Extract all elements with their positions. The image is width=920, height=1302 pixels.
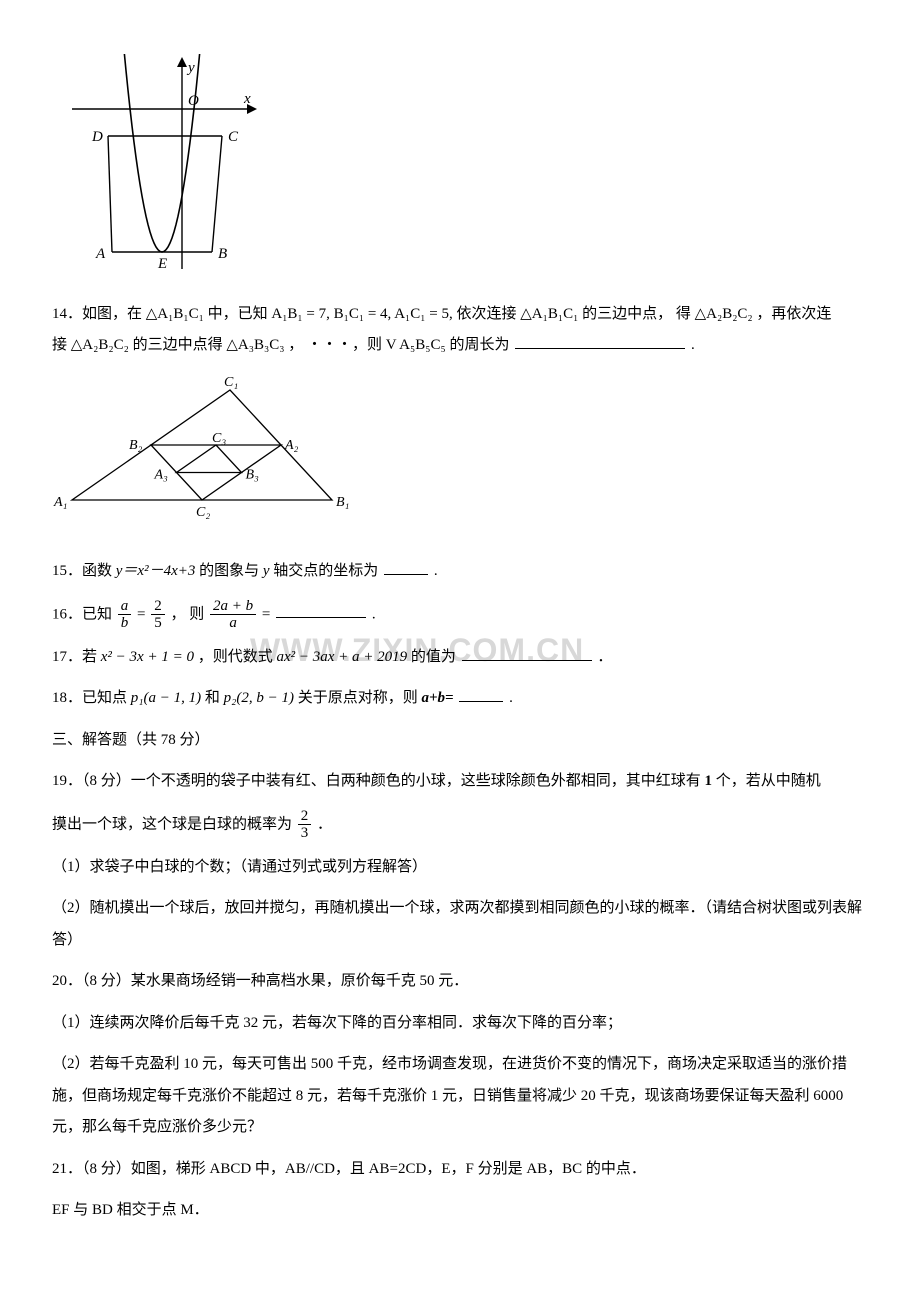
svg-text:C₁: C₁ xyxy=(224,375,238,390)
frac-den: a xyxy=(210,615,256,632)
q17-mid: ，则代数式 xyxy=(198,649,277,665)
q16-eq1: = xyxy=(137,606,145,622)
svg-text:A₃: A₃ xyxy=(154,467,169,482)
frac-num: 2 xyxy=(298,808,312,826)
q15-tail: 轴交点的坐标为 xyxy=(273,563,378,579)
svg-text:B: B xyxy=(218,246,227,262)
q15-expr: y＝x²－4x+3 xyxy=(116,563,196,579)
q19-one: 1 xyxy=(705,773,713,789)
q16-text: 16．已知 a b = 2 5 ， 则 2a + b a = . xyxy=(52,598,868,632)
q17-eq1: x² − 3x + 1 = 0 xyxy=(101,649,194,665)
svg-text:C₃: C₃ xyxy=(212,431,226,446)
q14-l2a: 接 xyxy=(52,337,67,353)
q17-period: ． xyxy=(597,649,612,665)
q21-l2: EF 与 BD 相交于点 M． xyxy=(52,1195,868,1227)
q19-l1: 19．（8 分）一个不透明的袋子中装有红、白两种颜色的小球，这些球除颜色外都相同… xyxy=(52,766,868,798)
q14-mid2: 依次连接 xyxy=(456,306,516,322)
q15-blank xyxy=(384,559,428,575)
q20-l1: 20．（8 分）某水果商场经销一种高档水果，原价每千克 50 元． xyxy=(52,966,868,998)
q14-tri2b: △A₂B₂C₂ xyxy=(71,337,129,353)
q19-l2: 摸出一个球，这个球是白球的概率为 2 3 ． xyxy=(52,808,868,842)
q19-p2: （2）随机摸出一个球后，放回并搅匀，再随机摸出一个球，求两次都摸到相同颜色的小球… xyxy=(52,893,868,956)
q16-frac3: 2a + b a xyxy=(210,598,256,632)
frac-den: 5 xyxy=(151,615,165,632)
q14-tri2: △A₂B₂C₂ xyxy=(695,306,753,322)
q20-p1: （1）连续两次降价后每千克 32 元，若每次下降的百分率相同．求每次下降的百分率… xyxy=(52,1008,868,1040)
q14-l2c: ， ・・・，则 xyxy=(288,337,382,353)
q20-p2: （2）若每千克盈利 10 元，每天可售出 500 千克，经市场调查发现，在进货价… xyxy=(52,1049,868,1144)
frac-den: b xyxy=(118,615,132,632)
svg-text:E: E xyxy=(157,256,167,272)
q14-tri1: △A₁B₁C₁ xyxy=(146,306,204,322)
svg-text:O: O xyxy=(188,93,199,109)
q19-l1b: 个，若从中随机 xyxy=(716,773,821,789)
q14-given: A₁B₁ = 7, B₁C₁ = 4, A₁C₁ = 5, xyxy=(271,306,452,322)
svg-text:A₁: A₁ xyxy=(53,495,67,510)
svg-text:x: x xyxy=(243,91,251,107)
svg-text:y: y xyxy=(186,60,195,76)
q16-eq2: = xyxy=(262,606,270,622)
q15-mid: 的图象与 xyxy=(199,563,263,579)
q14-period: . xyxy=(691,337,695,353)
q17-pre: 17．若 xyxy=(52,649,101,665)
q14-l2b: 的三边中点得 xyxy=(133,337,223,353)
svg-text:B₂: B₂ xyxy=(129,438,143,453)
q14-vtri: V A₅B₅C₅ xyxy=(386,337,446,353)
q17-blank xyxy=(462,645,592,661)
q18-period: . xyxy=(509,690,513,706)
q14-tri1b: △A₁B₁C₁ xyxy=(520,306,578,322)
svg-text:B₃: B₃ xyxy=(246,467,260,482)
q16-period: . xyxy=(372,606,376,622)
q19-p1: （1）求袋子中白球的个数；（请通过列式或列方程解答） xyxy=(52,852,868,884)
svg-text:A₂: A₂ xyxy=(284,438,299,453)
frac-den: 3 xyxy=(298,825,312,842)
frac-num: 2 xyxy=(151,598,165,616)
q18-mid: 关于原点对称，则 xyxy=(298,690,422,706)
q18-pre: 18．已知点 xyxy=(52,690,131,706)
q16-pre: 16．已知 xyxy=(52,606,112,622)
q16-mid: ， 则 xyxy=(170,606,204,622)
figure-parabola: y x O D C A E B xyxy=(52,54,868,285)
q18-text: 18．已知点 p₁(a − 1, 1) 和 p₂(2, b − 1) 关于原点对… xyxy=(52,683,868,715)
q14-text: 14．如图，在 △A₁B₁C₁ 中，已知 A₁B₁ = 7, B₁C₁ = 4,… xyxy=(52,299,868,362)
q15-text: 15．函数 y＝x²－4x+3 的图象与 y 轴交点的坐标为 . xyxy=(52,556,868,588)
q16-frac1: a b xyxy=(118,598,132,632)
svg-text:A: A xyxy=(95,246,106,262)
q16-blank xyxy=(276,602,366,618)
q15-yvar: y xyxy=(263,563,270,579)
q18-and: 和 xyxy=(205,690,224,706)
q18-p1: p₁(a − 1, 1) xyxy=(131,690,201,706)
q19-l2a: 摸出一个球，这个球是白球的概率为 xyxy=(52,816,292,832)
svg-text:B₁: B₁ xyxy=(336,495,349,510)
svg-text:C: C xyxy=(228,129,239,145)
q18-ab: a+b= xyxy=(421,690,453,706)
section3-heading: 三、解答题（共 78 分） xyxy=(52,725,868,757)
q14-mid4: ，再依次连 xyxy=(756,306,831,322)
figure-triangles: C₁ B₂ C₃ A₂ A₃ B₃ A₁ C₂ B₁ xyxy=(52,372,868,543)
q17-tail: 的值为 xyxy=(411,649,456,665)
q17-eq2: ax² − 3ax + a + 2019 xyxy=(276,649,407,665)
parabola-svg: y x O D C A E B xyxy=(52,54,262,274)
q18-p2: p₂(2, b − 1) xyxy=(224,690,294,706)
q14-tri3: △A₃B₃C₃ xyxy=(226,337,284,353)
frac-num: 2a + b xyxy=(210,598,256,616)
svg-text:D: D xyxy=(91,129,103,145)
q14-pre: 14．如图，在 xyxy=(52,306,142,322)
q14-mid3: 的三边中点， 得 xyxy=(582,306,691,322)
frac-num: a xyxy=(118,598,132,616)
q16-frac2: 2 5 xyxy=(151,598,165,632)
q14-l2d: 的周长为 xyxy=(449,337,509,353)
q21-l1: 21．（8 分）如图，梯形 ABCD 中，AB//CD，且 AB=2CD，E，F… xyxy=(52,1154,868,1186)
q18-blank xyxy=(459,686,503,702)
q15-period: . xyxy=(434,563,438,579)
triangles-svg: C₁ B₂ C₃ A₂ A₃ B₃ A₁ C₂ B₁ xyxy=(52,372,352,532)
q19-l2b: ． xyxy=(317,816,332,832)
q15-pre: 15．函数 xyxy=(52,563,116,579)
q19-l1a: 19．（8 分）一个不透明的袋子中装有红、白两种颜色的小球，这些球除颜色外都相同… xyxy=(52,773,705,789)
q14-mid1: 中，已知 xyxy=(208,306,268,322)
q19-frac: 2 3 xyxy=(298,808,312,842)
q17-text: 17．若 x² − 3x + 1 = 0 ，则代数式 ax² − 3ax + a… xyxy=(52,642,868,674)
q14-blank xyxy=(515,333,685,349)
svg-text:C₂: C₂ xyxy=(196,505,210,520)
